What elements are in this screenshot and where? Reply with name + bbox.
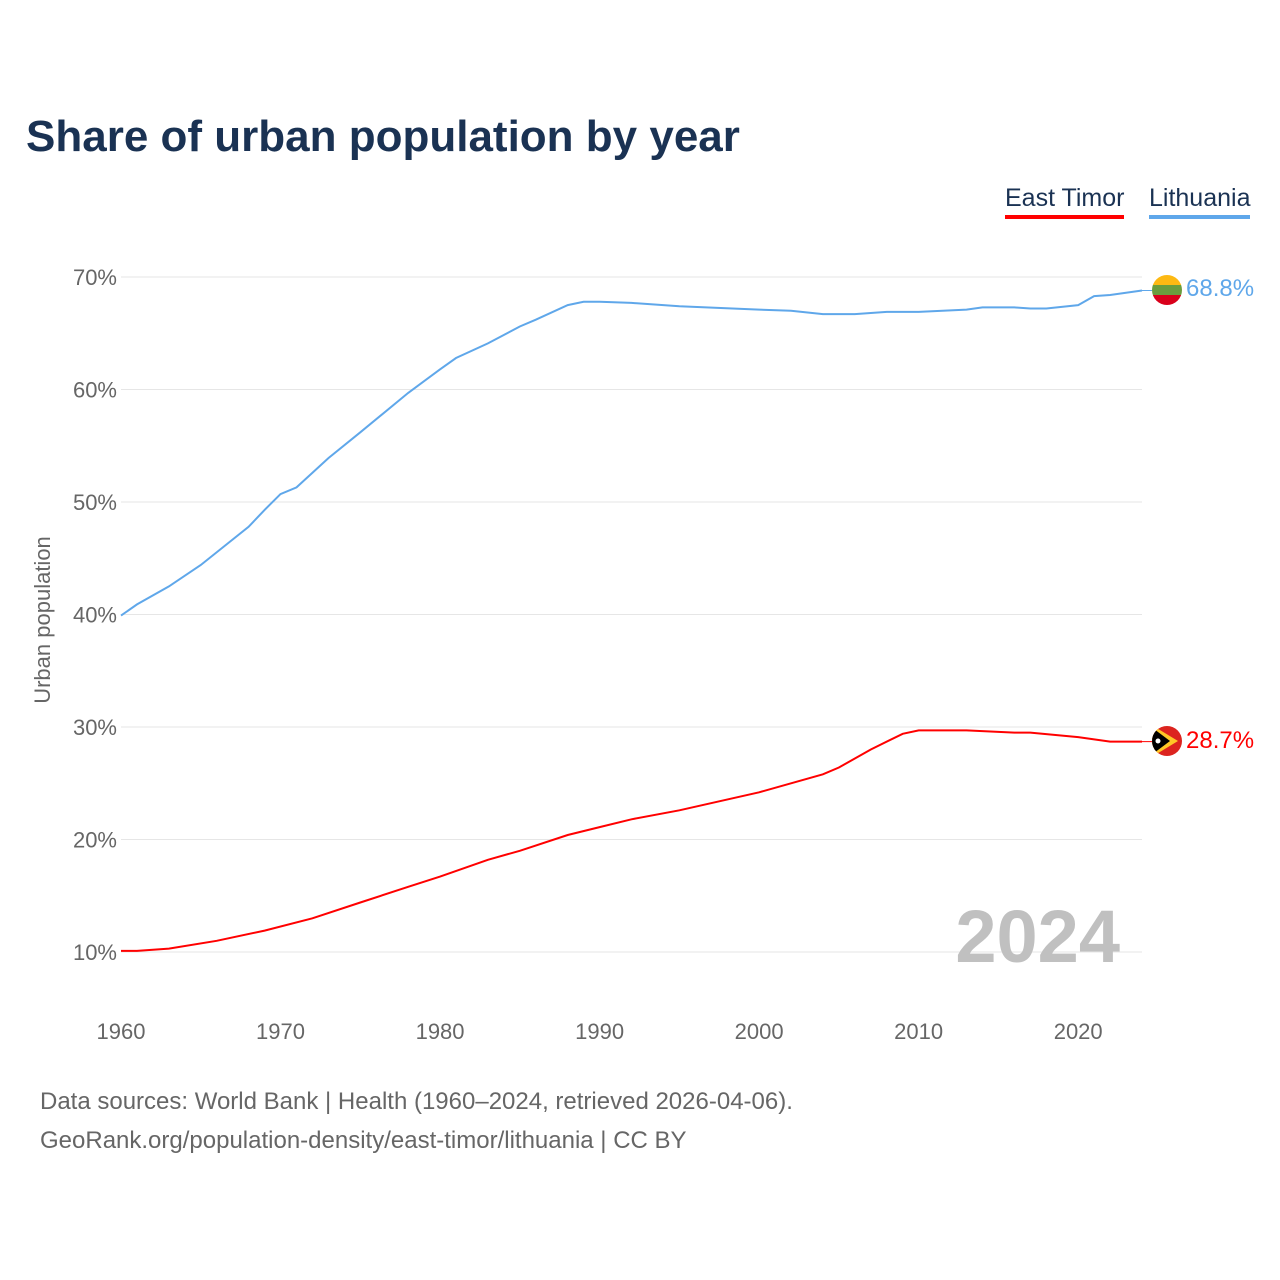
flag-east-timor: [1152, 726, 1182, 756]
legend-east-timor[interactable]: East Timor: [1005, 184, 1125, 219]
x-tick-label: 1970: [256, 1019, 305, 1044]
chart-title: Share of urban population by year: [26, 112, 740, 161]
year-watermark: 2024: [955, 895, 1120, 978]
y-tick-label: 70%: [73, 265, 117, 290]
series-line-lithuania: [120, 289, 1143, 617]
y-tick-label: 40%: [73, 603, 117, 628]
x-tick-label: 2020: [1054, 1019, 1103, 1044]
series-line-east-timor: [121, 729, 1142, 952]
y-tick-label: 50%: [73, 490, 117, 515]
y-tick-label: 30%: [73, 715, 117, 740]
y-axis-label: Urban population: [30, 536, 55, 704]
source-link[interactable]: GeoRank.org/population-density/east-timo…: [40, 1127, 687, 1154]
legend-lithuania[interactable]: Lithuania: [1149, 184, 1251, 219]
x-tick-label: 2010: [894, 1019, 943, 1044]
x-tick-label: 1960: [97, 1019, 146, 1044]
end-label-east-timor: 28.7%: [1186, 727, 1254, 754]
x-tick-label: 1990: [575, 1019, 624, 1044]
source-note: Data sources: World Bank | Health (1960–…: [40, 1088, 793, 1115]
y-tick-label: 20%: [73, 828, 117, 853]
end-label-lithuania: 68.8%: [1186, 275, 1254, 302]
y-tick-label: 10%: [73, 940, 117, 965]
x-tick-label: 1980: [416, 1019, 465, 1044]
x-tick-label: 2000: [735, 1019, 784, 1044]
y-tick-label: 60%: [73, 378, 117, 403]
flag-lithuania: [1152, 275, 1182, 305]
